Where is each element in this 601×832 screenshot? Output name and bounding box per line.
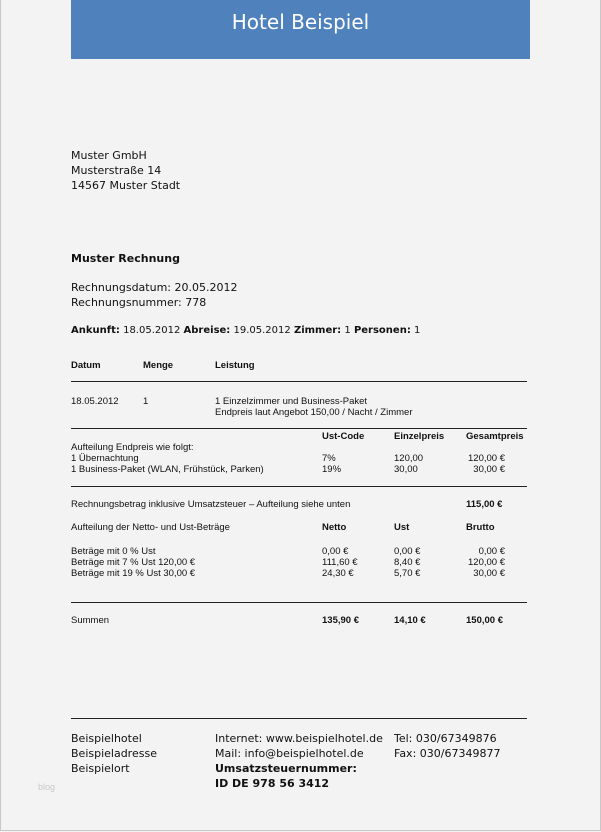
footer-hotel-address: Beispielhotel Beispieladresse Beispielor… — [71, 731, 157, 776]
col-header-ust-code: Ust-Code — [322, 431, 365, 442]
col-header-total-price: Gesamtpreis — [466, 431, 524, 442]
item-desc-2: Endpreis laut Angebot 150,00 / Nacht / Z… — [215, 407, 413, 418]
recipient-street: Musterstraße 14 — [71, 164, 162, 177]
footer-contact: Internet: www.beispielhotel.de Mail: inf… — [215, 731, 383, 791]
footer-tel: Tel: 030/67349876 — [394, 732, 497, 745]
tax-row-netto: 0,00 € — [322, 546, 349, 557]
col-header-brutto: Brutto — [466, 522, 495, 533]
breakdown-row-total: 30,00 € — [473, 464, 505, 475]
tax-row-netto: 24,30 € — [322, 568, 354, 579]
tax-row-brutto: 120,00 € — [468, 557, 505, 568]
stay-details: Ankunft: 18.05.2012 Abreise: 19.05.2012 … — [71, 323, 420, 338]
col-header-ust: Ust — [394, 522, 410, 533]
col-header-unit-price: Einzelpreis — [394, 431, 445, 442]
footer-hotel-city: Beispielort — [71, 762, 130, 775]
tax-row-netto: 111,60 € — [322, 557, 358, 568]
footer-internet: Internet: www.beispielhotel.de — [215, 732, 383, 745]
sums-label: Summen — [71, 615, 110, 626]
breakdown-row-total: 120,00 € — [468, 453, 505, 464]
divider — [71, 486, 527, 487]
sums-netto: 135,90 € — [322, 615, 359, 626]
breakdown-row-label: 1 Übernachtung — [71, 453, 139, 464]
arrival-value: 18.05.2012 — [123, 325, 181, 336]
footer-divider — [71, 718, 527, 719]
footer-fax: Fax: 030/67349877 — [394, 747, 501, 760]
total-label: Rechnungsbetrag inklusive Umsatzsteuer –… — [71, 499, 351, 510]
item-desc-1: 1 Einzelzimmer und Business-Paket — [215, 396, 368, 407]
footer-phone: Tel: 030/67349876 Fax: 030/67349877 — [394, 731, 500, 761]
divider — [71, 381, 527, 382]
footer-vat-label: Umsatzsteuernummer: — [215, 762, 357, 775]
tax-row-label: Beträge mit 7 % Ust 120,00 € — [71, 557, 196, 568]
item-date: 18.05.2012 — [71, 396, 119, 407]
invoice-number-value: 778 — [185, 296, 207, 309]
col-header-date: Datum — [71, 360, 101, 371]
recipient-city: 14567 Muster Stadt — [71, 179, 181, 192]
invoice-date: Rechnungsdatum: 20.05.2012 — [71, 280, 237, 295]
item-qty: 1 — [143, 396, 149, 407]
arrival-label: Ankunft: — [71, 325, 120, 336]
sums-brutto: 150,00 € — [466, 615, 503, 626]
footer-vat-id: ID DE 978 56 3412 — [215, 777, 330, 790]
tax-row-ust: 8,40 € — [394, 557, 421, 568]
footer-hotel-name: Beispielhotel — [71, 732, 142, 745]
footer-mail: Mail: info@beispielhotel.de — [215, 747, 364, 760]
total-value: 115,00 € — [466, 499, 503, 510]
tax-row-brutto: 30,00 € — [473, 568, 505, 579]
breakdown-row-unit: 120,00 — [394, 453, 424, 464]
col-header-netto: Netto — [322, 522, 347, 533]
invoice-date-value: 20.05.2012 — [174, 281, 238, 294]
tax-row-brutto: 0,00 € — [478, 546, 505, 557]
invoice-date-label: Rechnungsdatum: — [71, 281, 171, 294]
recipient-name: Muster GmbH — [71, 149, 147, 162]
departure-label: Abreise: — [183, 325, 231, 336]
persons-value: 1 — [414, 325, 421, 336]
sums-ust: 14,10 € — [394, 615, 426, 626]
footer-hotel-street: Beispieladresse — [71, 747, 157, 760]
col-header-qty: Menge — [143, 360, 174, 371]
room-label: Zimmer: — [293, 325, 342, 336]
divider — [71, 428, 527, 429]
tax-row-ust: 5,70 € — [394, 568, 421, 579]
watermark: blog — [38, 782, 56, 792]
invoice-number: Rechnungsnummer: 778 — [71, 295, 206, 310]
tax-row-ust: 0,00 € — [394, 546, 421, 557]
invoice-title: Muster Rechnung — [71, 252, 180, 265]
divider — [71, 602, 527, 603]
invoice-number-label: Rechnungsnummer: — [71, 296, 182, 309]
breakdown-row-code: 19% — [322, 464, 342, 475]
room-value: 1 — [344, 325, 351, 336]
hotel-title-banner: Hotel Beispiel — [71, 0, 530, 59]
persons-label: Personen: — [353, 325, 411, 336]
tax-row-label: Beträge mit 0 % Ust — [71, 546, 156, 557]
breakdown-row-code: 7% — [322, 453, 336, 464]
breakdown-row-unit: 30,00 — [394, 464, 418, 475]
breakdown-intro: Aufteilung Endpreis wie folgt: — [71, 442, 194, 453]
tax-title: Aufteilung der Netto- und Ust-Beträge — [71, 522, 230, 533]
tax-row-label: Beträge mit 19 % Ust 30,00 € — [71, 568, 196, 579]
col-header-service: Leistung — [215, 360, 255, 371]
breakdown-row-label: 1 Business-Paket (WLAN, Frühstück, Parke… — [71, 464, 264, 475]
recipient-address: Muster GmbH Musterstraße 14 14567 Muster… — [71, 148, 180, 193]
departure-value: 19.05.2012 — [233, 325, 291, 336]
